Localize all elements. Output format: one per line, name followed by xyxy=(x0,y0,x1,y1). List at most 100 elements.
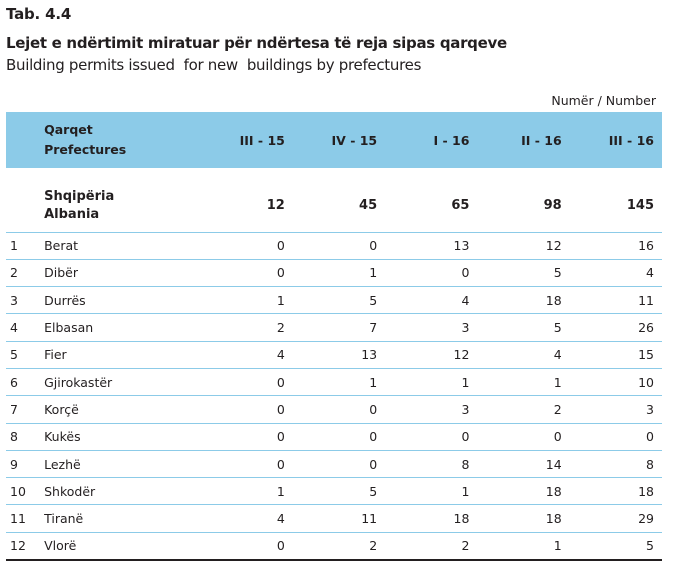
prefecture-name: Fier xyxy=(44,341,201,369)
value-cell: 11 xyxy=(569,286,662,315)
value-cell: 5 xyxy=(292,286,386,315)
value-cell: 0 xyxy=(385,423,478,451)
value-cell: 8 xyxy=(385,450,478,479)
prefecture-name: Vlorë xyxy=(44,532,201,561)
value-cell: 18 xyxy=(477,477,570,506)
value-cell: 26 xyxy=(569,313,662,342)
header-num-cell xyxy=(6,112,44,168)
value-cell: 0 xyxy=(477,423,570,451)
value-cell: 5 xyxy=(477,313,570,342)
total-value: 145 xyxy=(569,180,662,233)
value-cell: 3 xyxy=(385,395,478,424)
table-row: 9 Lezhë 0 0 8 14 8 xyxy=(6,450,662,479)
table-row: 10 Shkodër 1 5 1 18 18 xyxy=(6,477,662,506)
value-cell: 0 xyxy=(385,259,478,288)
column-header: IV - 15 xyxy=(331,132,378,148)
value-cell: 12 xyxy=(477,232,570,260)
row-number: 12 xyxy=(6,532,45,561)
value-cell: 1 xyxy=(200,286,293,315)
row-number: 2 xyxy=(6,259,45,288)
prefecture-name: Gjirokastër xyxy=(44,368,201,397)
value-cell: 11 xyxy=(292,504,386,533)
value-cell: 2 xyxy=(200,313,293,342)
table-number: Tab. 4.4 xyxy=(6,5,72,23)
unit-note: Numër / Number xyxy=(551,93,656,108)
value-cell: 14 xyxy=(477,450,570,479)
value-cell: 0 xyxy=(292,423,386,451)
value-cell: 2 xyxy=(292,532,386,561)
value-cell: 5 xyxy=(477,259,570,288)
value-cell: 4 xyxy=(569,259,662,288)
table-row: 1 Berat 0 0 13 12 16 xyxy=(6,232,662,260)
row-number: 5 xyxy=(6,341,45,369)
value-cell: 4 xyxy=(385,286,478,315)
prefecture-name: Kukës xyxy=(44,423,201,451)
permits-table: Qarqet Prefectures III - 15 IV - 15 I - … xyxy=(6,112,662,561)
row-number: 8 xyxy=(6,423,45,451)
spacer-row xyxy=(6,168,662,180)
value-cell: 0 xyxy=(200,259,293,288)
value-cell: 0 xyxy=(292,232,386,260)
table-header-row: Qarqet Prefectures III - 15 IV - 15 I - … xyxy=(6,112,662,168)
table-title-english: Building permits issued for new building… xyxy=(6,56,422,74)
value-cell: 3 xyxy=(385,313,478,342)
value-cell: 0 xyxy=(200,423,293,451)
row-number xyxy=(6,180,45,233)
prefecture-name: Berat xyxy=(44,232,201,260)
column-header: III - 16 xyxy=(608,132,654,148)
prefecture-name: Elbasan xyxy=(44,313,201,342)
prefecture-name: Dibër xyxy=(44,259,201,288)
total-value: 45 xyxy=(292,180,386,233)
row-number: 3 xyxy=(6,286,45,315)
table-row: 12 Vlorë 0 2 2 1 5 xyxy=(6,532,662,561)
value-cell: 12 xyxy=(385,341,478,369)
row-number: 7 xyxy=(6,395,45,424)
value-cell: 4 xyxy=(200,341,293,369)
total-label: Shqipëria Albania xyxy=(44,180,201,233)
value-cell: 2 xyxy=(385,532,478,561)
column-header: II - 16 xyxy=(521,132,562,148)
value-cell: 1 xyxy=(477,368,570,397)
value-cell: 13 xyxy=(292,341,386,369)
value-cell: 29 xyxy=(569,504,662,533)
total-name-albanian: Shqipëria xyxy=(44,188,115,204)
table-row: 11 Tiranë 4 11 18 18 29 xyxy=(6,504,662,533)
value-cell: 1 xyxy=(200,477,293,506)
value-cell: 1 xyxy=(385,368,478,397)
table-row: 3 Durrës 1 5 4 18 11 xyxy=(6,286,662,315)
value-cell: 4 xyxy=(200,504,293,533)
value-cell: 18 xyxy=(477,286,570,315)
value-cell: 3 xyxy=(569,395,662,424)
header-name-albanian: Qarqet xyxy=(44,122,93,137)
value-cell: 1 xyxy=(385,477,478,506)
total-value: 65 xyxy=(385,180,478,233)
total-name-english: Albania xyxy=(44,206,100,222)
total-value: 98 xyxy=(477,180,570,233)
table-title-albanian: Lejet e ndërtimit miratuar për ndërtesa … xyxy=(6,34,507,52)
row-number: 10 xyxy=(6,477,45,506)
table-row: 7 Korçë 0 0 3 2 3 xyxy=(6,395,662,424)
row-number: 1 xyxy=(6,232,45,260)
value-cell: 1 xyxy=(292,259,386,288)
value-cell: 15 xyxy=(569,341,662,369)
value-cell: 8 xyxy=(569,450,662,479)
value-cell: 0 xyxy=(200,450,293,479)
table-row: 2 Dibër 0 1 0 5 4 xyxy=(6,259,662,288)
value-cell: 18 xyxy=(477,504,570,533)
table-row: 6 Gjirokastër 0 1 1 1 10 xyxy=(6,368,662,397)
value-cell: 1 xyxy=(292,368,386,397)
value-cell: 0 xyxy=(569,423,662,451)
value-cell: 18 xyxy=(569,477,662,506)
value-cell: 10 xyxy=(569,368,662,397)
prefecture-name: Korçë xyxy=(44,395,201,424)
table-row: 4 Elbasan 2 7 3 5 26 xyxy=(6,313,662,342)
row-number: 11 xyxy=(6,504,45,533)
column-header: III - 15 xyxy=(239,132,285,148)
value-cell: 0 xyxy=(200,232,293,260)
row-number: 6 xyxy=(6,368,45,397)
value-cell: 5 xyxy=(569,532,662,561)
value-cell: 13 xyxy=(385,232,478,260)
value-cell: 0 xyxy=(292,395,386,424)
value-cell: 1 xyxy=(477,532,570,561)
table-row: 5 Fier 4 13 12 4 15 xyxy=(6,341,662,369)
